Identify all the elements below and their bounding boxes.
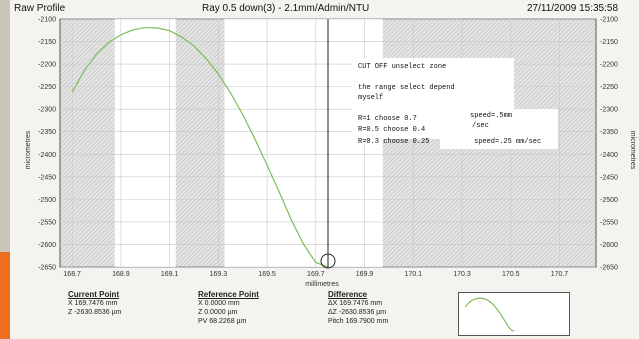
x-tick-label: 169.9	[356, 271, 374, 278]
annotation-line: R=1 choose 0.7	[358, 115, 417, 123]
x-tick-label: 170.3	[453, 271, 471, 278]
current-point-block: Current Point X 169.7476 mm Z -2630.8536…	[68, 290, 121, 317]
selected-zone	[114, 19, 176, 267]
y-tick-label: -2650	[38, 265, 56, 272]
annotation-background-2	[440, 109, 558, 149]
difference-dz: ΔZ -2630.8536 µm	[328, 309, 387, 316]
annotation-line: the range select depend	[358, 84, 455, 92]
y-tick-label: -2450	[38, 174, 56, 181]
timestamp: 27/11/2009 15:35:58	[527, 3, 619, 14]
x-tick-label: 169.7	[307, 271, 325, 278]
y-tick-label: -2550	[38, 219, 56, 226]
y-tick-label: -2200	[38, 62, 56, 69]
overview-thumbnail[interactable]	[458, 292, 570, 336]
annotation-line: speed=.5mm	[470, 112, 512, 120]
reference-point-pv: PV 68.2268 µm	[198, 318, 247, 325]
y-tick-label: -2500	[600, 197, 618, 204]
left-title: Raw Profile	[14, 3, 66, 14]
y-tick-label: -2400	[38, 152, 56, 159]
selected-zones	[114, 19, 383, 267]
annotation-box: CUT OFF unselect zone the range select d…	[352, 58, 558, 149]
y-tick-label: -2150	[600, 39, 618, 46]
current-point-z: Z -2630.8536 µm	[68, 309, 122, 316]
y-ticks-left: -2100 -2150 -2200 -2250 -2300 -2350 -2400 -2450…	[38, 17, 56, 272]
overview-curve	[464, 297, 515, 332]
reference-point-title: Reference Point	[198, 290, 259, 299]
chart-header: Raw Profile Ray 0.5 down(3) - 2.1mm/Admi…	[10, 0, 639, 18]
annotation-line: R=0.5 choose 0.4	[358, 126, 425, 134]
y-tick-label: -2150	[38, 39, 56, 46]
y-tick-label: -2500	[38, 197, 56, 204]
center-title: Ray 0.5 down(3) - 2.1mm/Admin/NTU	[202, 3, 370, 14]
x-tick-label: 169.3	[210, 271, 228, 278]
x-tick-label: 169.1	[161, 271, 179, 278]
x-tick-label: 170.5	[502, 271, 520, 278]
y-tick-label: -2350	[600, 129, 618, 136]
y-tick-label: -2300	[600, 107, 618, 114]
annotation-line: myself	[358, 94, 383, 102]
annotation-line: CUT OFF unselect zone	[358, 63, 446, 71]
y-tick-label: -2600	[38, 242, 56, 249]
annotation-line: /sec	[472, 122, 489, 130]
x-axis-label: millimetres	[305, 281, 339, 288]
y-ticks-right: -2100 -2150 -2200 -2250 -2300 -2350 -2400 -2450…	[600, 17, 618, 272]
y-axis-label-right: micrometres	[629, 131, 636, 170]
x-tick-label: 170.7	[551, 271, 569, 278]
x-tick-label: 168.9	[112, 271, 130, 278]
y-tick-label: -2250	[38, 84, 56, 91]
reference-point-block: Reference Point X 0.0000 mm Z 0.0000 µm …	[198, 290, 259, 326]
current-point-title: Current Point	[68, 290, 120, 299]
y-tick-label: -2100	[600, 17, 618, 24]
reference-point-x: X 0.0000 mm	[198, 300, 240, 307]
difference-block: Difference ΔX 169.7476 mm ΔZ -2630.8536 …	[328, 290, 388, 326]
y-tick-label: -2200	[600, 62, 618, 69]
y-tick-label: -2250	[600, 84, 618, 91]
y-tick-label: -2300	[38, 107, 56, 114]
x-tick-label: 170.1	[405, 271, 423, 278]
y-axis-label-left: micrometres	[25, 130, 32, 169]
left-panel-edge	[0, 0, 10, 252]
cursor-marker[interactable]	[320, 253, 336, 269]
reference-point-z: Z 0.0000 µm	[198, 309, 238, 316]
y-tick-label: -2600	[600, 242, 618, 249]
profile-line	[71, 26, 329, 268]
y-tick-label: -2400	[600, 152, 618, 159]
orange-accent-strip	[0, 252, 10, 339]
y-tick-label: -2650	[600, 265, 618, 272]
y-tick-label: -2550	[600, 219, 618, 226]
profile-chart[interactable]: -2100 -2150 -2200 -2250 -2300 -2350 -2400 -2450…	[0, 0, 639, 290]
annotation-line: speed=.25 mm/sec	[474, 138, 541, 146]
difference-pitch: Pitch 169.7900 mm	[328, 318, 389, 325]
y-tick-label: -2100	[38, 17, 56, 24]
readout-panel: Current Point X 169.7476 mm Z -2630.8536…	[10, 290, 639, 339]
y-tick-label: -2450	[600, 174, 618, 181]
overview-thumbnail-plot	[464, 297, 515, 332]
x-ticks: 168.7 168.9 169.1 169.3 169.5 169.7 169.9 170.1…	[63, 271, 568, 278]
profile-curve	[71, 26, 329, 268]
x-tick-label: 168.7	[63, 271, 81, 278]
difference-dx: ΔX 169.7476 mm	[328, 300, 383, 307]
x-tick-label: 169.5	[258, 271, 276, 278]
annotation-line: R=0.3 choose 0.25	[358, 138, 429, 146]
current-point-x: X 169.7476 mm	[68, 300, 118, 307]
y-tick-label: -2350	[38, 129, 56, 136]
difference-title: Difference	[328, 290, 368, 299]
